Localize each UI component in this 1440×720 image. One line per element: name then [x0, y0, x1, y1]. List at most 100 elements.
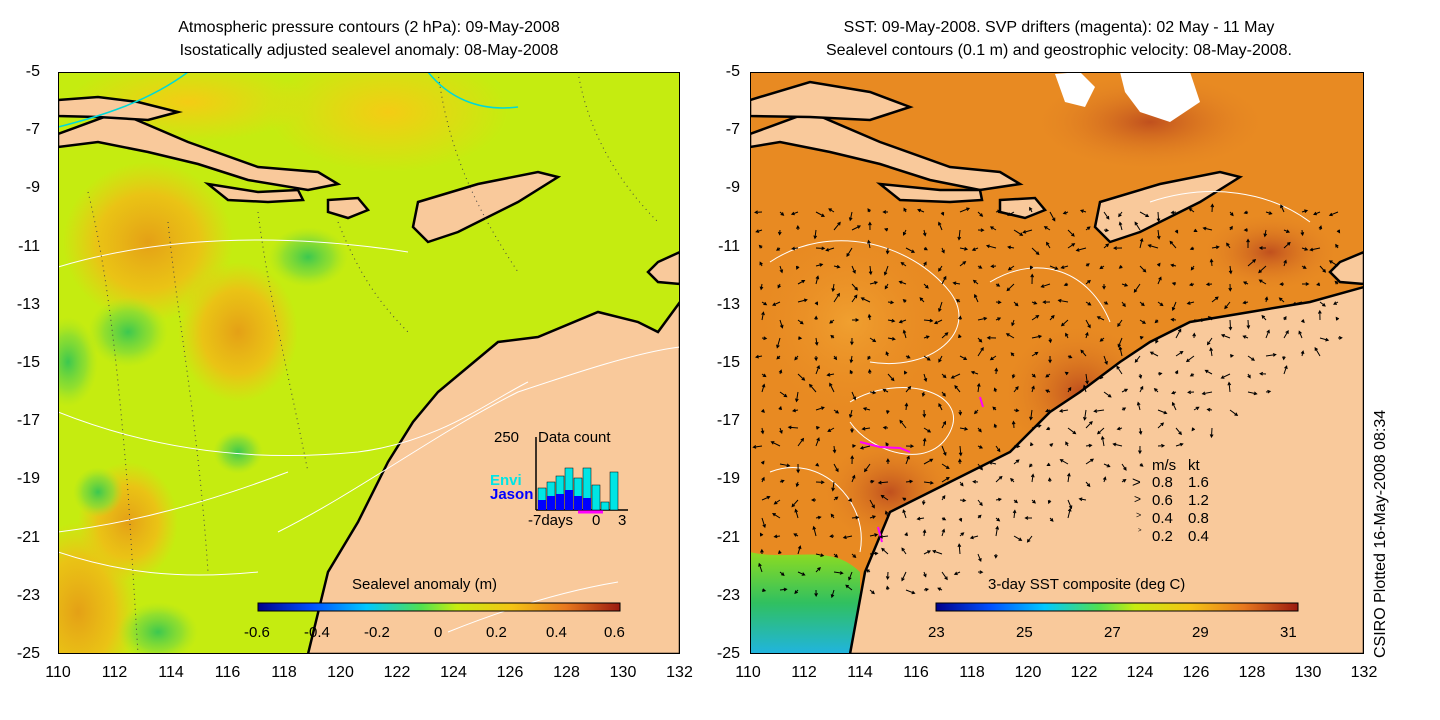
- velocity-arrow: [1060, 319, 1069, 327]
- velocity-arrow: [1261, 314, 1267, 321]
- velocity-arrow: [941, 275, 947, 285]
- x-tick-label: 112: [101, 664, 128, 681]
- velocity-arrow: [1099, 265, 1105, 270]
- velocity-arrow: [795, 265, 800, 270]
- velocity-arrow: [867, 355, 871, 361]
- velocity-arrow: [1030, 273, 1035, 285]
- velocity-arrow: [833, 409, 840, 414]
- velocity-arrow: [1031, 334, 1043, 339]
- velocity-arrow: [923, 335, 930, 339]
- velocity-arrow: [1192, 332, 1197, 339]
- velocity-arrow: [1103, 243, 1110, 249]
- velocity-arrow: [851, 474, 856, 483]
- velocity-arrow: [959, 427, 969, 431]
- velocity-arrow: [1278, 297, 1285, 303]
- velocity-arrow: [1210, 203, 1215, 213]
- velocity-arrow: [1174, 369, 1179, 375]
- velocity-arrow: [1134, 355, 1141, 363]
- velocity-arrow: [899, 419, 907, 429]
- velocity-arrow: [1139, 385, 1144, 393]
- velocity-arrow: [986, 335, 997, 340]
- velocity-arrow: [1082, 384, 1087, 393]
- velocity-arrow: [1117, 337, 1123, 348]
- y-tick-label: -13: [716, 295, 740, 313]
- velocity-arrow: [850, 455, 855, 465]
- velocity-arrow: [886, 458, 890, 465]
- velocity-arrow: [1283, 229, 1291, 233]
- velocity-arrow: [977, 337, 983, 343]
- velocity-arrow: [1013, 408, 1020, 413]
- velocity-arrow: [1010, 477, 1015, 483]
- velocity-arrow: [1099, 373, 1105, 380]
- velocity-arrow: [1335, 316, 1340, 321]
- x-tick-label: 130: [609, 664, 637, 681]
- velocity-arrow: [1171, 301, 1177, 312]
- velocity-arrow: [846, 247, 853, 257]
- velocity-arrow: [814, 589, 818, 597]
- velocity-arrow: [1043, 226, 1051, 231]
- velocity-arrow: [869, 533, 879, 537]
- velocity-arrow: [885, 571, 890, 581]
- velocity-arrow: [977, 265, 983, 269]
- x-tick-label: 126: [1182, 664, 1210, 681]
- velocity-arrow: [995, 283, 1001, 287]
- velocity-arrow: [941, 476, 950, 483]
- velocity-arrow: [760, 460, 765, 465]
- velocity-arrow: [1157, 422, 1165, 429]
- velocity-arrow: [833, 221, 841, 231]
- velocity-arrow: [1193, 318, 1205, 323]
- velocity-arrow: [1031, 385, 1035, 393]
- velocity-arrow: [1265, 353, 1277, 357]
- velocity-arrow: [1175, 328, 1182, 339]
- velocity-arrow: [851, 391, 857, 401]
- velocity-arrow: [792, 408, 799, 413]
- velocity-arrow: [941, 445, 947, 456]
- velocity-arrow: [1169, 240, 1177, 249]
- velocity-arrow: [1206, 407, 1213, 412]
- velocity-arrow: [1102, 283, 1106, 290]
- velocity-arrow: [754, 210, 763, 215]
- velocity-arrow: [1156, 211, 1161, 223]
- velocity-arrow: [1205, 282, 1213, 287]
- sst-tick: 25: [1016, 624, 1033, 641]
- velocity-arrow: [1211, 245, 1220, 250]
- velocity-arrow: [1263, 229, 1268, 238]
- velocity-arrow: [971, 247, 979, 251]
- y-tick-label: -17: [716, 412, 740, 430]
- velocity-arrow: [815, 275, 820, 285]
- x-tick-label: 116: [214, 664, 241, 681]
- velocity-arrow: [1228, 265, 1233, 275]
- velocity-arrow: [793, 533, 799, 537]
- velocity-arrow: [973, 409, 979, 415]
- envi-bar: [591, 484, 601, 511]
- velocity-arrow: [957, 229, 962, 241]
- velocity-arrow: [973, 293, 979, 303]
- sst-warm: [1200, 212, 1340, 292]
- velocity-arrow: [923, 283, 929, 289]
- velocity-arrow: [1282, 355, 1286, 361]
- anomaly-high: [268, 72, 508, 172]
- velocity-arrow: [851, 318, 860, 322]
- velocity-arrow: [1190, 265, 1195, 271]
- velocity-legend-kt: 0.4: [1188, 528, 1209, 545]
- velocity-arrow: [921, 499, 926, 506]
- velocity-arrow: [761, 476, 765, 483]
- velocity-arrow: [1242, 281, 1249, 285]
- sla-tick: 0.2: [486, 624, 507, 641]
- velocity-arrow: [1265, 389, 1272, 394]
- velocity-arrow: [1031, 424, 1042, 429]
- velocity-arrow: [1065, 332, 1069, 339]
- velocity-arrow: [761, 383, 766, 393]
- velocity-arrow: [772, 512, 781, 519]
- velocity-arrow: [1333, 301, 1339, 305]
- velocity-arrow: [772, 301, 781, 306]
- velocity-arrow: [883, 265, 889, 276]
- velocity-arrow: [1085, 279, 1091, 285]
- y-tick-label: -19: [16, 470, 40, 488]
- velocity-arrow: [813, 229, 818, 240]
- velocity-arrow: [1029, 206, 1033, 213]
- velocity-arrow: [1011, 420, 1016, 429]
- velocity-arrow: [1103, 355, 1108, 365]
- velocity-arrow: [1171, 401, 1177, 411]
- velocity-arrow: [791, 499, 799, 508]
